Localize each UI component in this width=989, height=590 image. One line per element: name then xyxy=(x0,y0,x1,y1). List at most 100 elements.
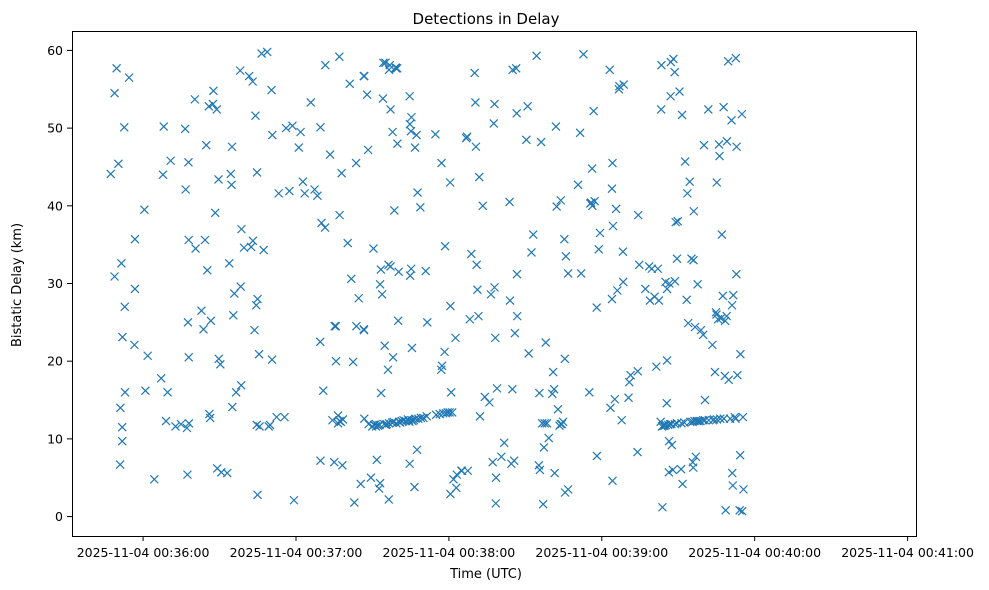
data-point xyxy=(662,355,672,365)
chart-title: Detections in Delay xyxy=(413,10,560,28)
data-point xyxy=(492,383,502,393)
data-point xyxy=(731,414,741,424)
data-point xyxy=(375,478,385,488)
y-tick-label: 40 xyxy=(47,198,63,213)
data-point xyxy=(579,49,588,59)
data-point xyxy=(668,465,678,475)
data-point xyxy=(710,367,720,377)
data-point xyxy=(227,180,236,190)
data-point xyxy=(253,294,262,304)
data-point xyxy=(359,414,369,424)
data-point xyxy=(300,188,310,198)
data-point xyxy=(690,322,700,332)
data-point xyxy=(374,484,384,494)
data-point xyxy=(678,479,687,489)
data-point xyxy=(611,204,621,214)
data-point xyxy=(656,105,666,114)
x-tick-label: 2025-11-04 00:40:00 xyxy=(688,545,821,560)
data-point xyxy=(349,498,359,508)
data-point xyxy=(262,47,272,57)
data-point xyxy=(633,366,643,376)
data-point xyxy=(328,415,337,425)
data-point xyxy=(253,490,262,500)
data-point xyxy=(209,86,218,96)
data-point xyxy=(486,289,496,299)
data-point xyxy=(551,122,561,131)
data-point xyxy=(488,457,498,467)
data-point xyxy=(723,56,733,66)
data-points xyxy=(106,47,748,516)
data-point xyxy=(440,347,449,357)
data-point xyxy=(471,142,481,152)
y-tick-label: 50 xyxy=(47,121,63,136)
y-tick-label: 20 xyxy=(47,354,63,369)
data-point xyxy=(205,413,215,423)
data-point xyxy=(236,282,246,292)
data-point xyxy=(563,484,573,494)
data-point xyxy=(592,303,602,313)
x-tick-label: 2025-11-04 00:38:00 xyxy=(383,545,516,560)
data-point xyxy=(306,98,316,107)
data-point xyxy=(447,408,457,417)
data-point xyxy=(523,101,533,111)
data-point xyxy=(229,289,239,299)
data-point xyxy=(713,314,723,324)
data-point xyxy=(662,284,672,294)
y-tick-label: 30 xyxy=(47,276,63,291)
data-point xyxy=(703,105,713,114)
data-point xyxy=(202,265,212,275)
data-point xyxy=(445,408,455,417)
data-point xyxy=(288,121,297,131)
data-point xyxy=(383,365,393,375)
data-point xyxy=(236,380,246,390)
data-point xyxy=(363,145,373,155)
data-point xyxy=(252,420,262,430)
data-point xyxy=(664,436,674,446)
data-point xyxy=(337,460,347,470)
data-point xyxy=(608,476,617,486)
data-point xyxy=(731,53,741,63)
data-point xyxy=(359,71,369,81)
data-point xyxy=(422,411,432,421)
data-point xyxy=(617,415,627,425)
data-point xyxy=(561,251,571,261)
data-point xyxy=(556,195,566,205)
data-point xyxy=(548,367,558,377)
data-point xyxy=(634,260,644,270)
data-point xyxy=(505,197,514,207)
data-point xyxy=(176,419,186,429)
x-tick-label: 2025-11-04 00:36:00 xyxy=(77,545,210,560)
data-point xyxy=(536,137,546,147)
data-point xyxy=(728,290,738,300)
data-point xyxy=(682,295,692,305)
data-point xyxy=(226,169,236,179)
data-point xyxy=(259,245,269,255)
data-point xyxy=(499,438,509,448)
data-point xyxy=(584,387,594,397)
data-point xyxy=(354,293,364,303)
data-point xyxy=(656,60,666,70)
data-point xyxy=(284,186,294,196)
data-point xyxy=(534,388,544,398)
data-point xyxy=(190,94,200,104)
data-point xyxy=(737,506,747,516)
data-point xyxy=(407,112,416,122)
data-point xyxy=(451,333,460,343)
data-point xyxy=(210,208,220,218)
data-point xyxy=(539,443,549,452)
data-point xyxy=(716,314,726,323)
data-point xyxy=(431,410,441,420)
data-point xyxy=(410,482,419,492)
data-point xyxy=(115,403,125,413)
data-point xyxy=(718,291,728,301)
data-point xyxy=(618,247,628,257)
data-point xyxy=(130,284,140,294)
x-axis-ticks: 2025-11-04 00:36:00 2025-11-04 00:37:00 20… xyxy=(77,536,974,560)
data-point xyxy=(550,468,560,478)
data-point xyxy=(248,77,258,86)
data-point xyxy=(244,71,254,81)
data-point xyxy=(553,404,563,414)
data-point xyxy=(289,495,299,505)
data-point xyxy=(509,456,519,466)
data-point xyxy=(228,310,238,320)
